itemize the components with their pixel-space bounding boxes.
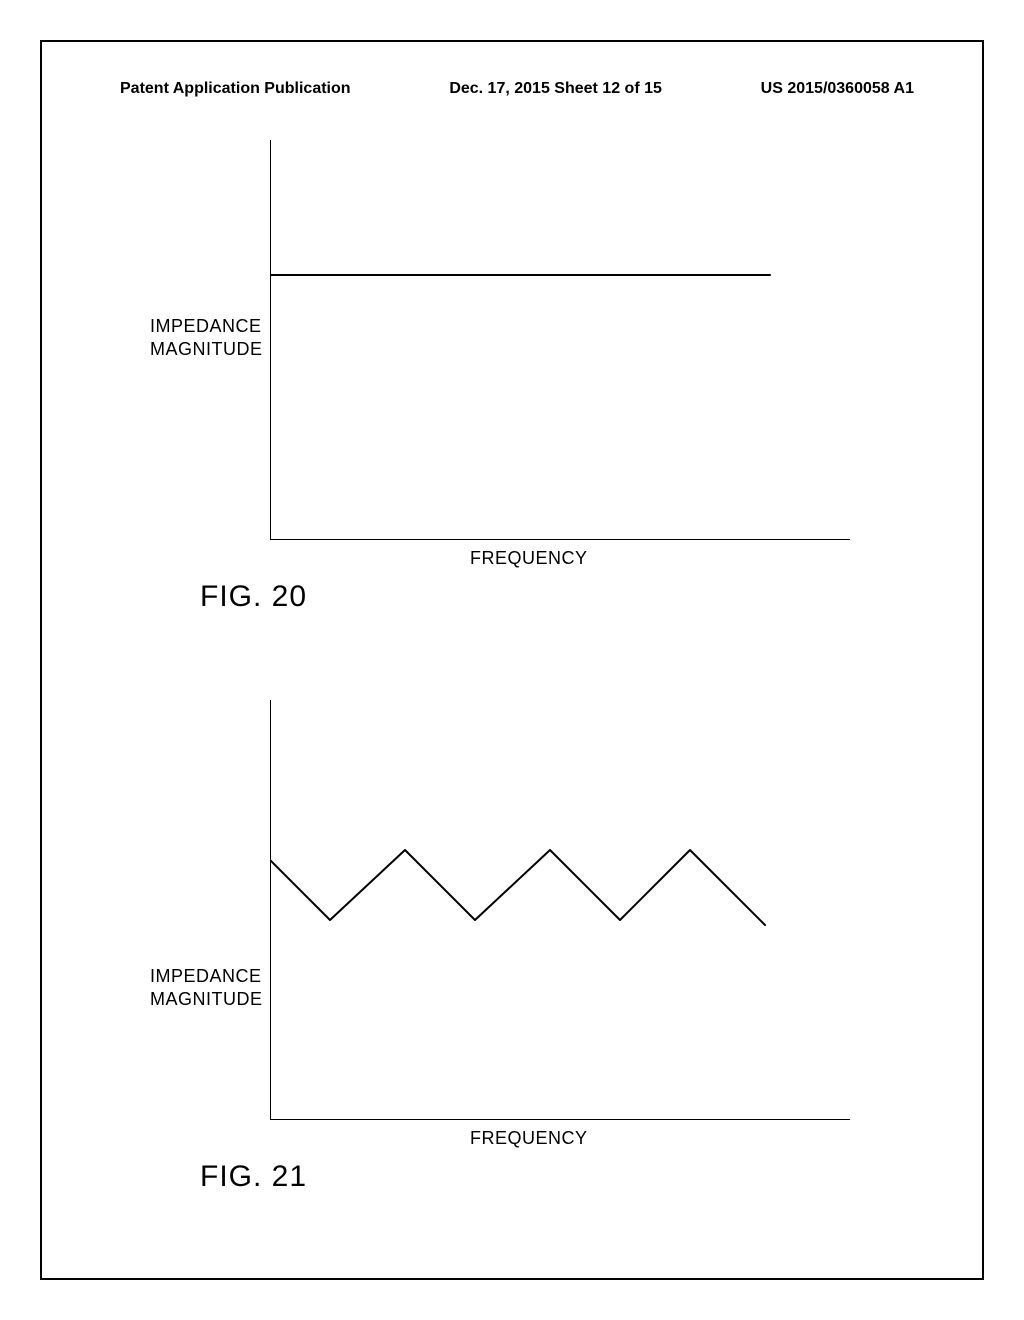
fig21-label: FIG. 21 [200, 1160, 307, 1194]
fig20-label: FIG. 20 [200, 580, 307, 614]
header-left: Patent Application Publication [120, 80, 351, 98]
fig21-xlabel: FREQUENCY [470, 1128, 588, 1149]
figure-20: IMPEDANCE MAGNITUDE FREQUENCY FIG. 20 [130, 140, 890, 660]
fig21-ylabel: IMPEDANCE MAGNITUDE [150, 965, 260, 1010]
fig20-ylabel-line1: IMPEDANCE [150, 316, 262, 336]
fig20-chart [270, 140, 870, 540]
header-center: Dec. 17, 2015 Sheet 12 of 15 [449, 80, 662, 98]
page-header: Patent Application Publication Dec. 17, … [120, 80, 914, 98]
fig20-ylabel: IMPEDANCE MAGNITUDE [150, 315, 260, 360]
fig21-ylabel-line2: MAGNITUDE [150, 989, 263, 1009]
header-right: US 2015/0360058 A1 [761, 80, 914, 98]
fig21-ylabel-line1: IMPEDANCE [150, 966, 262, 986]
fig21-chart [270, 700, 870, 1120]
fig20-ylabel-line2: MAGNITUDE [150, 339, 263, 359]
figure-21: IMPEDANCE MAGNITUDE FREQUENCY FIG. 21 [130, 700, 890, 1220]
fig20-xlabel: FREQUENCY [470, 548, 588, 569]
